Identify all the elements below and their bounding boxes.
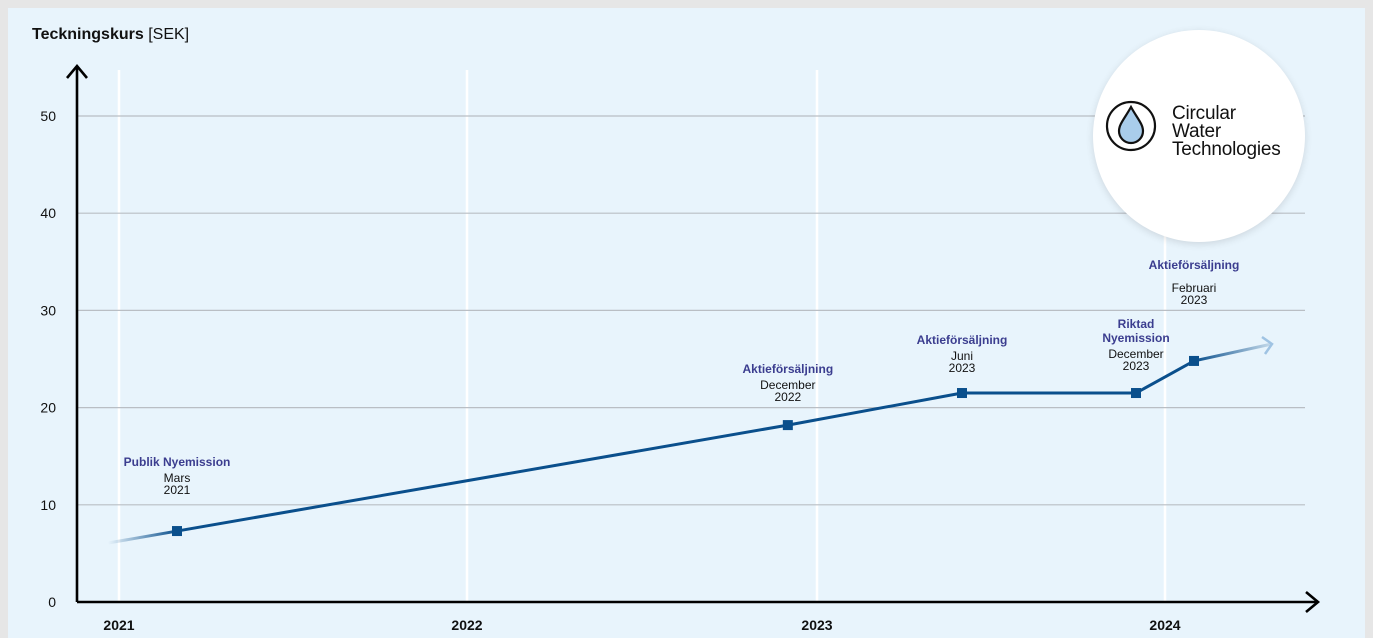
x-tick-label-2023: 2023 xyxy=(801,617,832,633)
annotation-year: 2021 xyxy=(163,483,191,498)
annotation-title: Publik Nyemission xyxy=(123,455,231,470)
data-point-marker-2 xyxy=(782,420,793,431)
y-axis-title-bold: Teckningskurs xyxy=(32,26,144,43)
annotation-year: 2023 xyxy=(948,361,976,376)
annotation-2: Aktieförsäljning December 2022 xyxy=(742,362,833,403)
annotation-title: Riktad Nyemission xyxy=(1102,317,1170,346)
annotation-month: Februari xyxy=(1171,280,1217,295)
annotation-5: Aktieförsäljning Februari 2023 xyxy=(1149,258,1240,306)
annotation-month: December xyxy=(1108,347,1164,362)
x-tick-label-2021: 2021 xyxy=(103,617,134,633)
series-trend-arrow xyxy=(1193,342,1273,363)
annotation-year: 2023 xyxy=(1180,292,1208,307)
water-drop-icon xyxy=(1105,100,1157,152)
data-point-marker-5 xyxy=(1189,355,1199,366)
annotation-1: Publik Nyemission Mars 2021 xyxy=(124,455,231,496)
logo-text: Circular Water Technologies xyxy=(1172,103,1281,160)
data-point-marker-1 xyxy=(172,526,182,537)
annotation-4: Riktad Nyemission December 2023 xyxy=(1102,317,1169,372)
y-tick-label-30: 30 xyxy=(40,302,56,318)
x-tick-label-2022: 2022 xyxy=(451,617,482,633)
annotation-month: Juni xyxy=(950,349,973,364)
y-tick-label-20: 20 xyxy=(40,400,56,416)
data-point-marker-4 xyxy=(1131,388,1141,399)
annotation-title: Aktieförsäljning xyxy=(742,362,834,377)
x-tick-label-2024: 2024 xyxy=(1149,617,1180,633)
x-axis-arrow xyxy=(1305,591,1321,613)
annotation-3: Aktieförsäljning Juni 2023 xyxy=(917,333,1008,374)
company-logo: Circular Water Technologies xyxy=(1093,30,1305,242)
annotation-month: Mars xyxy=(163,471,191,486)
series-trend-arrowhead xyxy=(1261,335,1274,355)
y-axis-arrow xyxy=(66,63,88,79)
y-tick-label-10: 10 xyxy=(40,497,56,513)
series-line xyxy=(176,359,1195,533)
logo-line-2: Water xyxy=(1172,121,1221,142)
y-tick-label-50: 50 xyxy=(40,108,56,124)
logo-line-3: Technologies xyxy=(1172,139,1281,160)
y-axis-title: Teckningskurs [SEK] xyxy=(32,26,189,44)
y-tick-label-40: 40 xyxy=(40,205,56,221)
data-point-marker-3 xyxy=(957,388,967,399)
y-tick-label-0: 0 xyxy=(48,594,56,610)
y-axis-title-unit: [SEK] xyxy=(148,26,190,43)
annotation-year: 2023 xyxy=(1122,359,1150,374)
annotation-title: Aktieförsäljning xyxy=(1148,257,1240,272)
logo-line-1: Circular xyxy=(1172,103,1236,124)
series-lead-in xyxy=(107,529,178,545)
annotation-title: Aktieförsäljning xyxy=(916,333,1008,348)
annotation-year: 2022 xyxy=(774,390,802,405)
annotation-month: December xyxy=(760,378,816,393)
